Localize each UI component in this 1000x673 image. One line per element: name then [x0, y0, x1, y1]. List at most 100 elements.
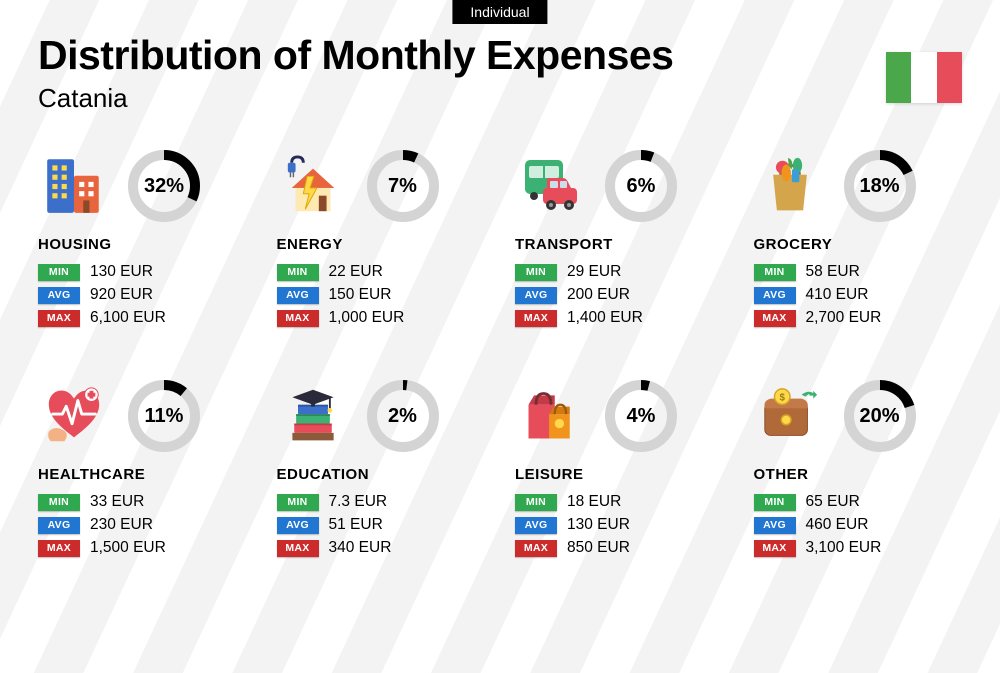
percent-label: 2%	[367, 380, 439, 452]
min-value: 29 EUR	[567, 263, 621, 281]
stat-avg: AVG 460 EUR	[754, 516, 963, 534]
min-chip: MIN	[754, 264, 796, 281]
min-chip: MIN	[277, 264, 319, 281]
expense-card-education: 2% EDUCATION MIN 7.3 EUR AVG 51 EUR MAX …	[277, 380, 486, 562]
healthcare-icon	[38, 380, 110, 452]
stat-avg: AVG 200 EUR	[515, 286, 724, 304]
stat-avg: AVG 920 EUR	[38, 286, 247, 304]
stat-max: MAX 1,400 EUR	[515, 309, 724, 327]
avg-value: 51 EUR	[329, 516, 383, 534]
avg-value: 460 EUR	[806, 516, 869, 534]
profile-badge: Individual	[452, 0, 547, 24]
min-value: 18 EUR	[567, 493, 621, 511]
percent-label: 11%	[128, 380, 200, 452]
min-chip: MIN	[515, 494, 557, 511]
expense-card-energy: 7% ENERGY MIN 22 EUR AVG 150 EUR MAX 1,0…	[277, 150, 486, 332]
avg-chip: AVG	[38, 287, 80, 304]
stat-max: MAX 6,100 EUR	[38, 309, 247, 327]
max-value: 850 EUR	[567, 539, 630, 557]
max-chip: MAX	[515, 540, 557, 557]
max-value: 1,500 EUR	[90, 539, 166, 557]
min-chip: MIN	[754, 494, 796, 511]
category-name: OTHER	[754, 466, 963, 483]
avg-chip: AVG	[754, 517, 796, 534]
percent-wheel: 18%	[844, 150, 916, 222]
flag-stripe-1	[886, 52, 911, 103]
max-value: 1,400 EUR	[567, 309, 643, 327]
flag-stripe-3	[937, 52, 962, 103]
stat-min: MIN 22 EUR	[277, 263, 486, 281]
min-value: 130 EUR	[90, 263, 153, 281]
avg-chip: AVG	[277, 287, 319, 304]
percent-wheel: 2%	[367, 380, 439, 452]
percent-label: 7%	[367, 150, 439, 222]
expense-card-other: $ 20% OTHER MIN 65 EUR AVG 460 EUR MAX 3…	[754, 380, 963, 562]
percent-wheel: 7%	[367, 150, 439, 222]
stat-min: MIN 65 EUR	[754, 493, 963, 511]
stat-min: MIN 33 EUR	[38, 493, 247, 511]
housing-icon	[38, 150, 110, 222]
expense-card-housing: 32% HOUSING MIN 130 EUR AVG 920 EUR MAX …	[38, 150, 247, 332]
flag-stripe-2	[911, 52, 936, 103]
header: Distribution of Monthly Expenses Catania	[38, 32, 962, 114]
category-name: LEISURE	[515, 466, 724, 483]
max-chip: MAX	[754, 310, 796, 327]
grocery-icon	[754, 150, 826, 222]
max-value: 1,000 EUR	[329, 309, 405, 327]
max-chip: MAX	[277, 540, 319, 557]
avg-chip: AVG	[277, 517, 319, 534]
city-subtitle: Catania	[38, 83, 962, 114]
percent-label: 4%	[605, 380, 677, 452]
page-title: Distribution of Monthly Expenses	[38, 32, 962, 79]
max-value: 3,100 EUR	[806, 539, 882, 557]
min-value: 58 EUR	[806, 263, 860, 281]
avg-chip: AVG	[754, 287, 796, 304]
max-chip: MAX	[38, 310, 80, 327]
stat-min: MIN 7.3 EUR	[277, 493, 486, 511]
stat-max: MAX 340 EUR	[277, 539, 486, 557]
min-chip: MIN	[38, 494, 80, 511]
svg-text:$: $	[779, 393, 785, 404]
percent-wheel: 11%	[128, 380, 200, 452]
leisure-icon	[515, 380, 587, 452]
avg-value: 130 EUR	[567, 516, 630, 534]
avg-chip: AVG	[515, 287, 557, 304]
max-chip: MAX	[277, 310, 319, 327]
stat-min: MIN 58 EUR	[754, 263, 963, 281]
stat-max: MAX 3,100 EUR	[754, 539, 963, 557]
min-chip: MIN	[38, 264, 80, 281]
min-value: 65 EUR	[806, 493, 860, 511]
energy-icon	[277, 150, 349, 222]
avg-chip: AVG	[38, 517, 80, 534]
stat-min: MIN 18 EUR	[515, 493, 724, 511]
avg-value: 230 EUR	[90, 516, 153, 534]
max-chip: MAX	[754, 540, 796, 557]
category-name: HEALTHCARE	[38, 466, 247, 483]
education-icon	[277, 380, 349, 452]
expense-card-transport: 6% TRANSPORT MIN 29 EUR AVG 200 EUR MAX …	[515, 150, 724, 332]
stat-min: MIN 130 EUR	[38, 263, 247, 281]
other-icon: $	[754, 380, 826, 452]
country-flag	[886, 52, 962, 103]
stat-avg: AVG 51 EUR	[277, 516, 486, 534]
min-chip: MIN	[515, 264, 557, 281]
percent-label: 32%	[128, 150, 200, 222]
percent-wheel: 32%	[128, 150, 200, 222]
stat-max: MAX 1,000 EUR	[277, 309, 486, 327]
max-value: 340 EUR	[329, 539, 392, 557]
avg-value: 200 EUR	[567, 286, 630, 304]
category-name: TRANSPORT	[515, 236, 724, 253]
min-value: 22 EUR	[329, 263, 383, 281]
stat-max: MAX 2,700 EUR	[754, 309, 963, 327]
percent-wheel: 6%	[605, 150, 677, 222]
max-chip: MAX	[38, 540, 80, 557]
avg-chip: AVG	[515, 517, 557, 534]
stat-avg: AVG 150 EUR	[277, 286, 486, 304]
expense-card-leisure: 4% LEISURE MIN 18 EUR AVG 130 EUR MAX 85…	[515, 380, 724, 562]
category-name: HOUSING	[38, 236, 247, 253]
category-name: EDUCATION	[277, 466, 486, 483]
stat-max: MAX 850 EUR	[515, 539, 724, 557]
stat-avg: AVG 130 EUR	[515, 516, 724, 534]
stat-max: MAX 1,500 EUR	[38, 539, 247, 557]
max-value: 6,100 EUR	[90, 309, 166, 327]
